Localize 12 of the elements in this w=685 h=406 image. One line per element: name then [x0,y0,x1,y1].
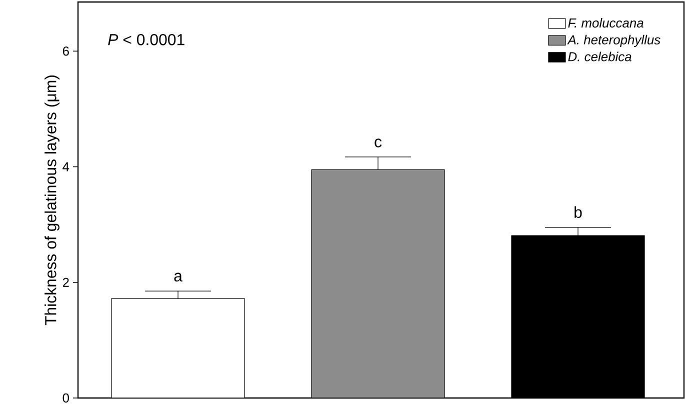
annotation: b [574,206,582,218]
y-tick-label: 6 [62,46,69,56]
y-tick-label: 0 [62,393,69,403]
y-tick-label: 2 [62,278,69,287]
y-axis-title: Thickness of gelatinous layers (μm) [44,76,60,326]
legend-label: F. moluccana [568,18,644,28]
legend-label: A. heterophyllus [567,34,660,48]
y-tick-label: 4 [62,162,70,172]
legend-label: D. celebica [568,52,632,62]
annotation: a [174,272,182,282]
annotation: c [374,138,382,148]
annotation: P < 0.0001 [108,34,184,46]
